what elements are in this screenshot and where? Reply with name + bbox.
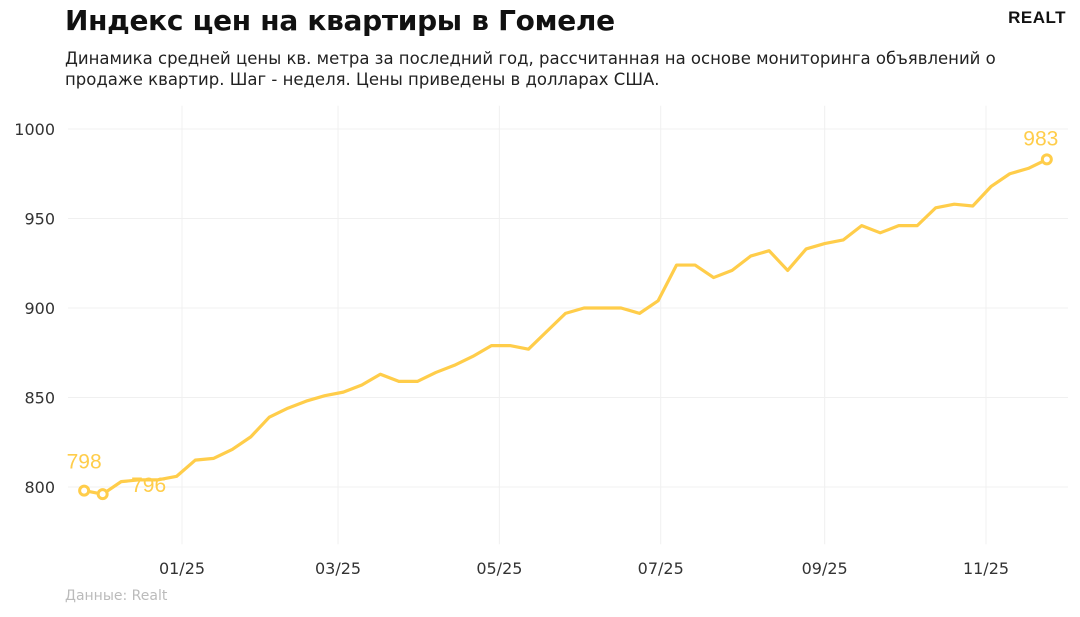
annotated-point bbox=[1040, 153, 1053, 166]
annotated-point bbox=[96, 488, 109, 501]
annotated-point bbox=[78, 484, 91, 497]
chart-title: Индекс цен на квартиры в Гомеле bbox=[65, 4, 615, 37]
price-line bbox=[83, 157, 1048, 496]
x-tick-label: 03/25 bbox=[315, 559, 361, 578]
y-tick-label: 950 bbox=[24, 210, 55, 229]
y-tick-label: 1000 bbox=[14, 120, 55, 139]
data-source: Данные: Realt bbox=[65, 588, 168, 604]
x-tick-label: 05/25 bbox=[476, 559, 522, 578]
chart-subtitle: Динамика средней цены кв. метра за после… bbox=[65, 49, 996, 89]
x-tick-label: 07/25 bbox=[638, 559, 684, 578]
x-tick-label: 09/25 bbox=[802, 559, 848, 578]
x-tick-label: 01/25 bbox=[159, 559, 205, 578]
y-tick-label: 900 bbox=[24, 299, 55, 318]
realt-logo: REALT bbox=[1008, 8, 1066, 27]
y-tick-label: 800 bbox=[24, 478, 55, 497]
data-label: 983 bbox=[1023, 127, 1058, 150]
y-tick-label: 850 bbox=[24, 389, 55, 408]
data-label: 798 bbox=[67, 451, 102, 474]
x-tick-label: 11/25 bbox=[963, 559, 1009, 578]
data-label: 796 bbox=[131, 474, 166, 497]
